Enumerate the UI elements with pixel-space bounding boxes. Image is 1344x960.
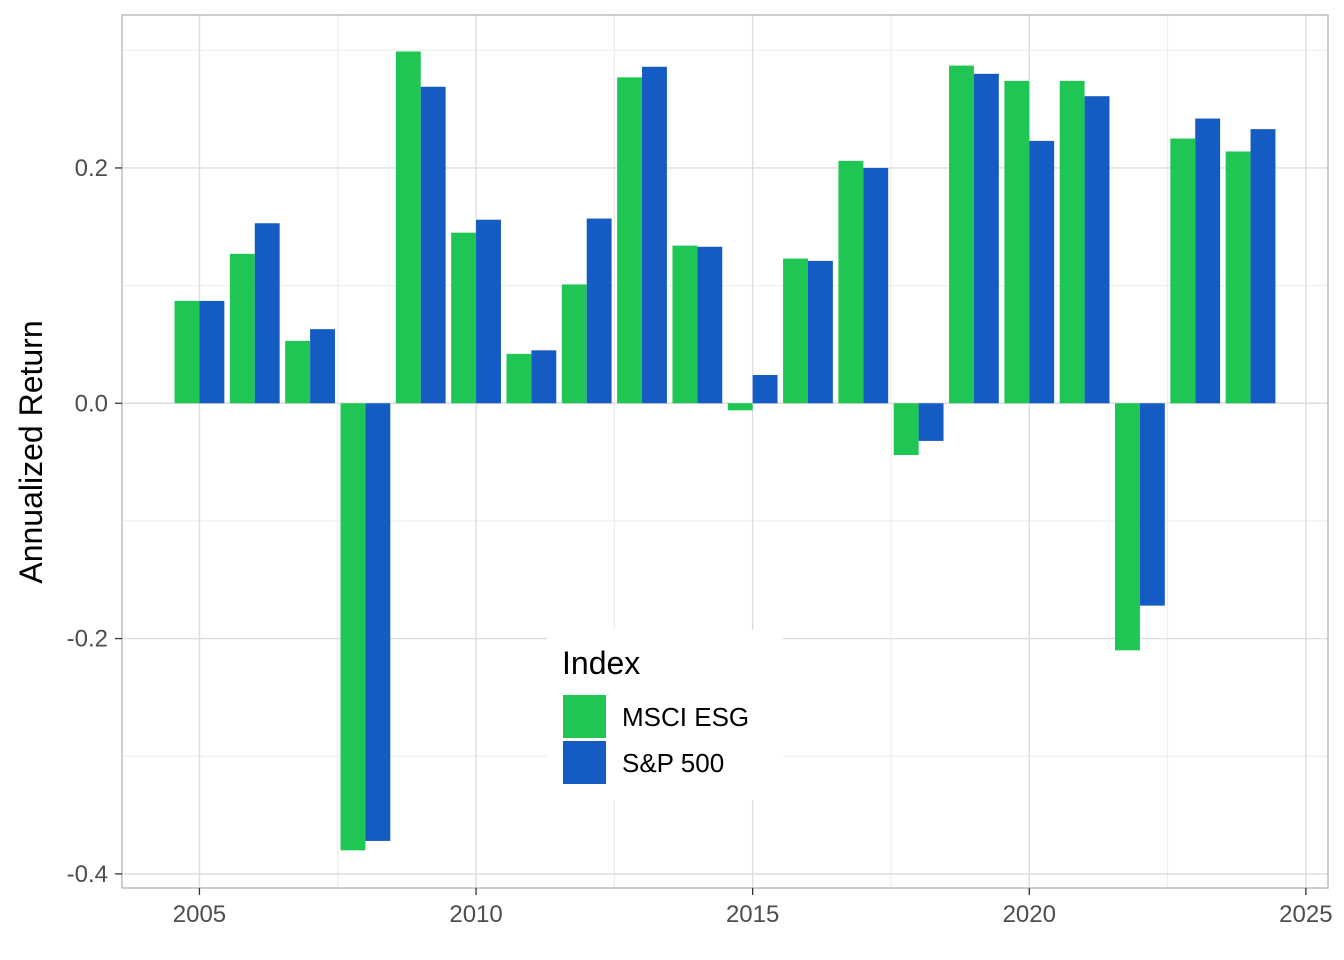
bar-s-p-500-2005 bbox=[199, 300, 225, 404]
x-tick-label: 2025 bbox=[1279, 901, 1332, 928]
bar-s-p-500-2015 bbox=[752, 375, 778, 404]
bar-msci-esg-2010 bbox=[451, 232, 477, 404]
bar-msci-esg-2015 bbox=[727, 403, 753, 411]
bar-s-p-500-2020 bbox=[1029, 140, 1055, 404]
y-axis-ticks: -0.4 -0.2 0.0 0.2 bbox=[67, 155, 122, 888]
x-tick-label: 2010 bbox=[449, 901, 502, 928]
bar-msci-esg-2005 bbox=[174, 300, 200, 404]
bar-s-p-500-2024 bbox=[1250, 129, 1276, 404]
bar-s-p-500-2007 bbox=[310, 329, 335, 404]
bar-msci-esg-2017 bbox=[838, 160, 864, 404]
bar-msci-esg-2019 bbox=[949, 65, 974, 404]
bar-msci-esg-2022 bbox=[1115, 403, 1140, 651]
bar-s-p-500-2012 bbox=[586, 218, 612, 404]
bar-s-p-500-2023 bbox=[1195, 118, 1221, 404]
x-tick-label: 2015 bbox=[726, 901, 779, 928]
bar-s-p-500-2022 bbox=[1139, 403, 1165, 606]
bar-msci-esg-2012 bbox=[561, 284, 587, 404]
x-axis-ticks: 2005 2010 2015 2020 2025 bbox=[173, 888, 1333, 928]
bar-s-p-500-2006 bbox=[254, 223, 280, 404]
bar-msci-esg-2008 bbox=[340, 403, 366, 851]
bar-s-p-500-2021 bbox=[1084, 96, 1110, 404]
bar-msci-esg-2006 bbox=[229, 253, 255, 404]
panel-border bbox=[121, 14, 1329, 889]
bar-msci-esg-2009 bbox=[395, 51, 421, 404]
bar-s-p-500-2016 bbox=[807, 260, 833, 404]
legend-label-msci-esg: MSCI ESG bbox=[622, 702, 749, 732]
bar-msci-esg-2013 bbox=[617, 77, 643, 404]
bar-s-p-500-2009 bbox=[420, 86, 446, 404]
legend: Index MSCI ESG S&P 500 bbox=[547, 630, 783, 800]
bars bbox=[174, 51, 1276, 851]
bar-s-p-500-2013 bbox=[642, 66, 667, 404]
y-tick-label: -0.4 bbox=[67, 861, 108, 888]
x-tick-label: 2005 bbox=[173, 901, 226, 928]
bar-msci-esg-2021 bbox=[1059, 80, 1085, 404]
bar-msci-esg-2020 bbox=[1004, 80, 1030, 404]
bar-s-p-500-2010 bbox=[476, 219, 501, 404]
bar-msci-esg-2016 bbox=[783, 258, 808, 404]
bar-s-p-500-2019 bbox=[973, 73, 999, 404]
legend-title: Index bbox=[562, 645, 640, 681]
y-tick-label: 0.2 bbox=[75, 155, 108, 182]
y-tick-label: -0.2 bbox=[67, 626, 108, 653]
bar-s-p-500-2011 bbox=[531, 350, 557, 404]
bar-msci-esg-2011 bbox=[506, 353, 532, 404]
bar-s-p-500-2018 bbox=[918, 403, 944, 441]
bar-msci-esg-2024 bbox=[1225, 151, 1251, 404]
legend-key-msci-esg bbox=[563, 695, 606, 738]
bar-s-p-500-2014 bbox=[697, 246, 723, 404]
legend-label-sp-500: S&P 500 bbox=[622, 748, 724, 778]
x-tick-label: 2020 bbox=[1003, 901, 1056, 928]
bar-s-p-500-2017 bbox=[863, 167, 889, 404]
y-axis-title: Annualized Return bbox=[13, 320, 49, 583]
legend-key-sp-500 bbox=[563, 741, 606, 784]
bar-msci-esg-2007 bbox=[285, 340, 311, 404]
bar-msci-esg-2014 bbox=[672, 245, 698, 404]
bar-msci-esg-2023 bbox=[1170, 138, 1196, 404]
bar-s-p-500-2008 bbox=[365, 403, 391, 841]
bar-msci-esg-2018 bbox=[893, 403, 919, 456]
y-tick-label: 0.0 bbox=[75, 390, 108, 417]
